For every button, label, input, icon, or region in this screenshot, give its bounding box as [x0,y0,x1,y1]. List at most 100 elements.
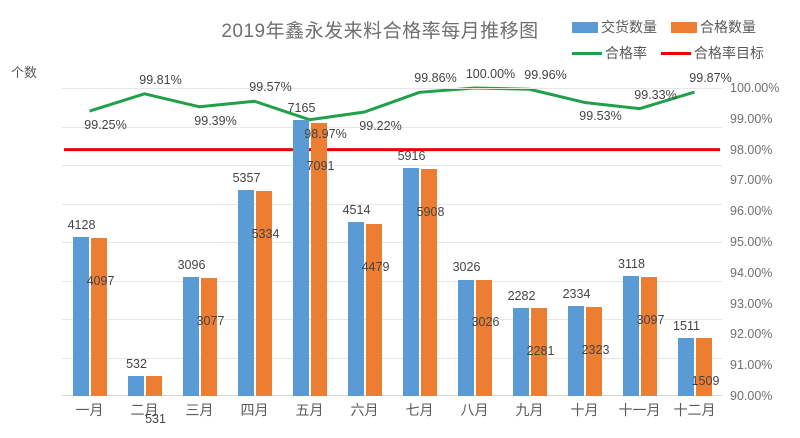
bar-value-label-qualified: 3077 [196,313,225,328]
x-axis-tick-label: 十一月 [618,402,661,418]
y2-axis-tick-label: 97.00% [730,173,773,188]
bar-delivered[interactable] [237,189,254,396]
bar-value-label-delivered: 2334 [562,287,591,302]
x-axis-tick-label: 十月 [570,402,599,418]
bar-value-label-qualified: 1509 [691,373,720,388]
rate-value-label: 99.96% [524,68,567,83]
bar-qualified[interactable] [200,277,217,396]
bar-qualified[interactable] [640,276,657,396]
legend-item-delivered[interactable]: 交货数量 [572,17,657,37]
bar-delivered[interactable] [347,222,364,396]
bar-delivered[interactable] [72,237,89,396]
y2-axis-tick-label: 93.00% [730,296,773,311]
y2-axis-tick-label: 95.00% [730,235,773,249]
bar-value-label-qualified: 7091 [306,158,335,173]
bar-value-label-qualified: 4097 [86,274,115,289]
legend-swatch-line-icon [572,51,602,55]
chart-legend: 交货数量 合格数量 合格率 合格率目标 [572,14,798,66]
bar-delivered[interactable] [622,275,639,396]
legend-item-rate-target[interactable]: 合格率目标 [661,43,764,63]
plot-area: 01000200030004000500060007000800090.00%9… [62,67,779,426]
legend-swatch-bar-icon [671,21,697,33]
x-axis-tick-label: 五月 [295,402,324,418]
legend-label-qualified: 合格数量 [700,19,756,35]
gridline [62,319,722,320]
legend-row-2: 合格率 合格率目标 [572,40,798,66]
bar-qualified[interactable] [255,190,272,396]
rate-value-label: 99.39% [194,113,237,128]
bar-value-label-qualified: 2323 [581,342,610,357]
series-overlay [64,86,720,152]
y2-axis-tick-label: 90.00% [730,389,773,403]
bar-qualified[interactable] [145,375,162,396]
rate-value-label: 99.57% [249,80,292,95]
x-axis-tick-label: 六月 [350,402,379,418]
x-axis-tick-label: 四月 [240,402,269,418]
bar-value-label-delivered: 532 [126,356,147,371]
gridline [62,357,722,359]
y2-axis-tick-label: 99.00% [730,111,773,126]
gridline [62,203,722,205]
x-axis-tick-label: 一月 [75,402,104,418]
bar-delivered[interactable] [457,279,474,396]
bar-qualified[interactable] [475,279,492,396]
rate-value-label: 99.33% [634,87,677,102]
gridline [62,88,722,89]
y2-axis-tick-label: 91.00% [730,358,773,373]
bar-value-label-qualified: 3026 [471,315,500,330]
rate-value-label: 99.22% [359,119,402,134]
bar-delivered[interactable] [182,276,199,396]
bar-value-label-delivered: 1511 [673,318,700,333]
y2-axis-tick-label: 100.00% [730,81,780,95]
bar-delivered[interactable] [127,375,144,396]
legend-swatch-line-icon [661,51,691,55]
bar-value-label-qualified: 3097 [636,312,665,327]
bar-delivered[interactable] [292,120,309,396]
bar-value-label-delivered: 3096 [177,257,206,272]
bar-value-label-delivered: 3026 [452,260,481,275]
legend-item-rate[interactable]: 合格率 [572,43,647,63]
bar-delivered[interactable] [567,306,584,396]
bar-qualified[interactable] [365,223,382,396]
gridline [62,280,722,282]
bar-value-label-delivered: 4514 [342,203,371,218]
bar-value-label-delivered: 7165 [287,101,316,116]
gridline [62,165,722,166]
legend-row-1: 交货数量 合格数量 [572,14,798,40]
x-axis-tick-label: 八月 [460,402,489,418]
bar-value-label-qualified: 4479 [361,259,390,274]
legend-swatch-bar-icon [572,21,598,33]
bar-delivered[interactable] [677,337,694,396]
bar-qualified[interactable] [695,337,712,396]
legend-label-delivered: 交货数量 [601,19,657,35]
rate-value-label: 100.00% [465,67,516,81]
bar-qualified[interactable] [585,306,602,396]
rate-value-label: 98.97% [304,126,347,141]
x-axis-tick-label: 二月 [130,402,159,418]
gridline [62,126,722,128]
y2-axis-tick-label: 96.00% [730,204,773,219]
bar-value-label-delivered: 5357 [232,170,261,185]
bar-value-label-qualified: 531 [145,411,166,426]
x-axis-tick-label: 三月 [185,402,214,418]
legend-label-rate-target: 合格率目标 [694,45,764,61]
bar-delivered[interactable] [402,168,419,396]
bar-qualified[interactable] [530,308,547,396]
legend-item-qualified[interactable]: 合格数量 [671,17,756,37]
y-axis-title: 个数 [11,65,38,80]
gridline [62,242,722,243]
bar-value-label-delivered: 4128 [67,218,96,233]
y2-axis-tick-label: 94.00% [730,265,773,280]
bar-qualified[interactable] [420,168,437,396]
x-axis-tick-label: 十二月 [673,402,716,418]
chart-title: 2019年鑫永发来料合格率每月推移图 [221,21,539,42]
rate-value-label: 99.87% [689,71,732,86]
x-axis-baseline [62,395,722,396]
rate-value-label: 99.81% [139,72,182,87]
bar-qualified[interactable] [90,238,107,396]
bar-value-label-delivered: 5916 [397,149,426,164]
bar-qualified[interactable] [310,123,327,396]
x-axis-tick-label: 九月 [515,402,544,418]
bar-delivered[interactable] [512,308,529,396]
rate-value-label: 99.53% [579,109,622,124]
